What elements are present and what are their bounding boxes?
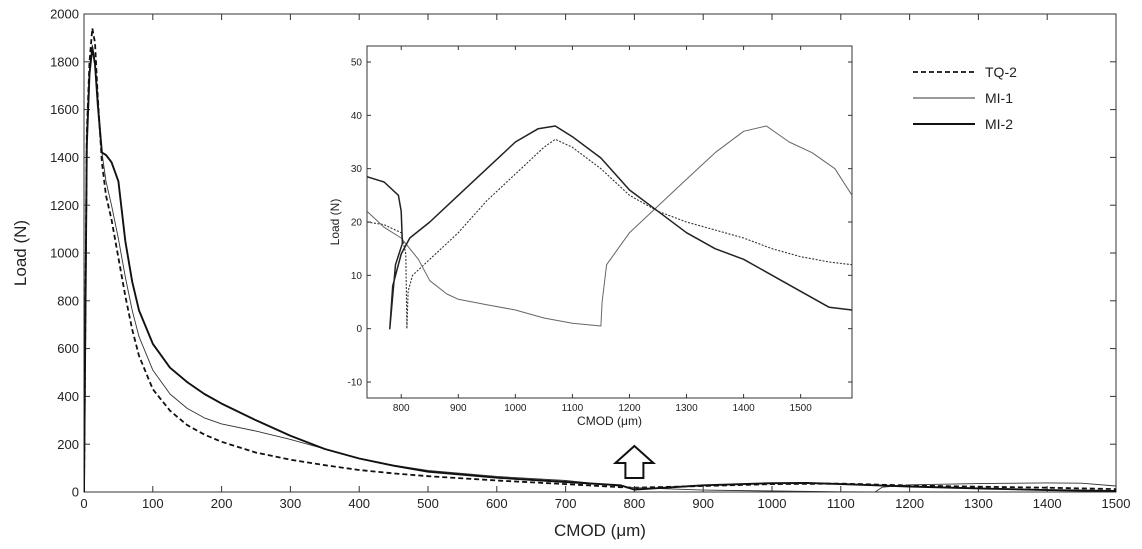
inset-y-tick-label: 50 bbox=[351, 58, 363, 69]
inset-x-tick-label: 1000 bbox=[504, 403, 527, 414]
main-x-tick-label: 600 bbox=[486, 496, 508, 511]
inset-y-tick-label: 20 bbox=[351, 218, 363, 229]
main-y-tick-label: 1200 bbox=[50, 198, 79, 213]
inset-chart: 800 900 1000 1100 1200 1300 1400 1500 -10 0 10 20 30… bbox=[328, 45, 853, 428]
inset-x-tick-label: 900 bbox=[450, 403, 467, 414]
main-series-lines bbox=[84, 27, 1116, 492]
main-y-tick-label: 1800 bbox=[50, 54, 79, 69]
main-x-tick-label: 1500 bbox=[1102, 496, 1131, 511]
main-y-axis-label: Load (N) bbox=[11, 220, 30, 286]
legend: TQ-2 MI-1 MI-2 bbox=[913, 64, 1017, 132]
main-x-tick-label: 0 bbox=[80, 496, 87, 511]
inset-y-axis-label: Load (N) bbox=[328, 199, 342, 246]
main-x-tick-label: 800 bbox=[624, 496, 646, 511]
inset-x-tick-label: 1100 bbox=[562, 403, 584, 414]
main-series-line-mi-2 bbox=[84, 46, 1116, 492]
main-axes: 0 100 200 300 400 500 600 700 800 900 1000 1100 1200… bbox=[11, 7, 1130, 540]
inset-x-tick-label: 1200 bbox=[618, 403, 641, 414]
inset-x-tick-label: 1500 bbox=[790, 403, 813, 414]
main-x-axis-label: CMOD (μm) bbox=[554, 521, 646, 540]
inset-x-tick-label: 800 bbox=[393, 403, 410, 414]
main-x-tick-label: 1100 bbox=[827, 496, 855, 511]
inset-y-tick-label: 10 bbox=[351, 271, 363, 282]
main-x-tick-label: 400 bbox=[348, 496, 370, 511]
main-x-tick-label: 1000 bbox=[758, 496, 787, 511]
arrow-shape bbox=[612, 444, 657, 479]
inset-y-tick-label: -10 bbox=[348, 378, 363, 389]
inset-series-line-mi-1 bbox=[367, 125, 852, 327]
inset-x-tick-label: 1400 bbox=[732, 403, 755, 414]
main-x-tick-label: 500 bbox=[417, 496, 439, 511]
legend-label-mi-1: MI-1 bbox=[985, 90, 1013, 106]
legend-label-mi-2: MI-2 bbox=[985, 116, 1013, 132]
main-y-tick-label: 400 bbox=[57, 389, 79, 404]
inset-series-line-tq-2 bbox=[367, 138, 852, 330]
main-y-tick-label: 1000 bbox=[50, 246, 79, 261]
legend-label-tq-2: TQ-2 bbox=[985, 64, 1017, 80]
inset-series-lines bbox=[367, 125, 852, 330]
main-x-tick-label: 300 bbox=[280, 496, 302, 511]
main-x-tick-label: 1400 bbox=[1033, 496, 1062, 511]
inset-y-tick-label: 30 bbox=[351, 164, 363, 175]
inset-x-tick-label: 1300 bbox=[675, 403, 698, 414]
main-y-tick-label: 1400 bbox=[50, 150, 79, 165]
main-x-tick-label: 900 bbox=[692, 496, 714, 511]
main-x-tick-label: 1200 bbox=[895, 496, 924, 511]
main-x-tick-label: 200 bbox=[211, 496, 233, 511]
main-y-tick-label: 0 bbox=[72, 485, 79, 500]
inset-y-tick-label: 0 bbox=[356, 324, 362, 335]
main-x-tick-label: 1300 bbox=[964, 496, 993, 511]
main-y-tick-label: 800 bbox=[57, 293, 79, 308]
main-x-tick-label: 100 bbox=[142, 496, 164, 511]
main-y-tick-label: 200 bbox=[57, 437, 79, 452]
inset-series-line-mi-2 bbox=[367, 125, 852, 330]
up-arrow-icon bbox=[612, 444, 657, 479]
inset-x-axis-label: CMOD (μm) bbox=[577, 414, 642, 428]
main-y-tick-label: 2000 bbox=[50, 7, 79, 22]
inset-axes: 800 900 1000 1100 1200 1300 1400 1500 -10 0 10 20 30… bbox=[328, 45, 853, 428]
main-y-tick-label: 600 bbox=[57, 341, 79, 356]
inset-y-tick-label: 40 bbox=[351, 111, 363, 122]
inset-plot-background bbox=[367, 46, 852, 398]
main-y-tick-label: 1600 bbox=[50, 102, 79, 117]
main-x-tick-label: 700 bbox=[555, 496, 577, 511]
